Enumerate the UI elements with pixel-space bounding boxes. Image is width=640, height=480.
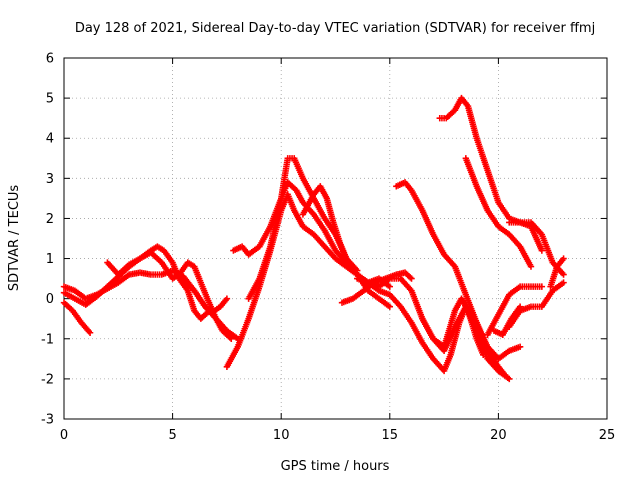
y-tick-label: 6 (46, 52, 54, 67)
series-trace (506, 279, 567, 330)
x-tick-label: 0 (60, 428, 68, 443)
y-tick-label: -3 (41, 413, 54, 428)
data-point-marker (516, 343, 524, 350)
x-tick-label: 5 (168, 428, 176, 443)
x-tick-label: 20 (490, 428, 507, 443)
data-point-marker (560, 255, 567, 262)
series-trace (299, 183, 361, 274)
y-tick-label: 0 (46, 292, 54, 307)
series-trace (393, 179, 509, 379)
data-series (60, 94, 567, 383)
data-point-marker (501, 371, 509, 379)
x-axis-label: GPS time / hours (281, 459, 390, 474)
data-point-marker (516, 303, 524, 310)
data-point-marker (538, 247, 546, 254)
y-tick-label: 1 (46, 252, 54, 267)
data-point-marker (506, 375, 513, 383)
data-point-marker (527, 263, 535, 270)
data-point-marker (538, 283, 546, 290)
series-trace (547, 255, 567, 290)
plot-frame (63, 57, 608, 420)
data-point-marker (386, 283, 393, 290)
series-trace (180, 275, 231, 316)
x-tick-label: 10 (273, 428, 290, 443)
series-trace (60, 299, 94, 336)
y-tick-label: -2 (41, 372, 54, 387)
data-point-marker (479, 351, 487, 359)
data-point-marker (228, 335, 235, 342)
series-trace (462, 155, 535, 270)
series-trace (338, 269, 415, 306)
data-point-marker (407, 274, 414, 281)
x-tick-label: 15 (382, 428, 399, 443)
series-trace (419, 295, 487, 359)
y-tick-label: -1 (41, 332, 54, 347)
chart-title: Day 128 of 2021, Sidereal Day-to-day VTE… (75, 21, 595, 36)
data-point-marker (86, 329, 94, 336)
series-trace (436, 94, 546, 254)
y-tick-label: 2 (46, 212, 54, 227)
y-tick-label: 3 (46, 172, 54, 187)
data-point-marker (408, 275, 415, 282)
data-point-marker (560, 279, 567, 286)
data-point-marker (386, 303, 393, 310)
y-tick-label: 4 (46, 132, 54, 147)
x-tick-label: 25 (599, 428, 616, 443)
data-point-marker (223, 295, 231, 302)
series-trace (104, 243, 213, 322)
series-trace (484, 283, 546, 338)
axis-ticks: 0 5 10 15 20 25 -3 -2 -1 0 1 2 3 4 5 6 (41, 52, 615, 444)
y-axis-label: SDTVAR / TECUs (7, 185, 22, 292)
data-point-marker (354, 267, 361, 274)
y-tick-label: 5 (46, 92, 54, 107)
series-trace (490, 303, 524, 338)
data-point-marker (560, 271, 567, 278)
